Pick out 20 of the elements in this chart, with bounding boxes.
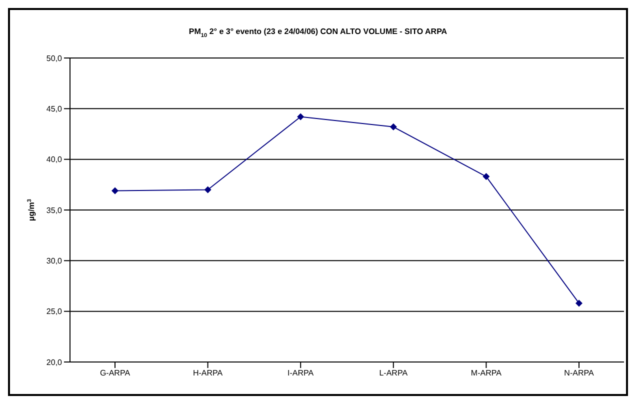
y-tick-label: 45,0 [46, 104, 63, 114]
y-tick-label: 40,0 [46, 155, 63, 164]
chart-title: PM$_{10}$ 2° e 3° evento (23 e 24/04/06) CON ALTO VOLUME - SITO ARPA [188, 27, 448, 39]
point [112, 187, 118, 194]
x-tick-label: L-ARPA [379, 368, 408, 378]
x-tick-label: N-ARPA [564, 368, 594, 378]
x-tick-label: H-ARPA [192, 368, 224, 378]
y-tick-label: 50,0 [46, 54, 63, 63]
x-tick-label: G-ARPA [100, 368, 131, 378]
point [204, 186, 212, 194]
x-tick-label: I-ARPA [288, 368, 314, 378]
y-tick-label: 35,0 [46, 206, 63, 215]
point [297, 113, 304, 120]
y-tick-label: 25,0 [46, 307, 63, 316]
point [576, 300, 582, 307]
point [390, 123, 397, 130]
x-tick-label: M-ARPA [470, 368, 502, 378]
y-tick-label: 30,0 [46, 256, 63, 266]
point [482, 173, 490, 180]
y-tick-label: 20,0 [46, 358, 63, 367]
